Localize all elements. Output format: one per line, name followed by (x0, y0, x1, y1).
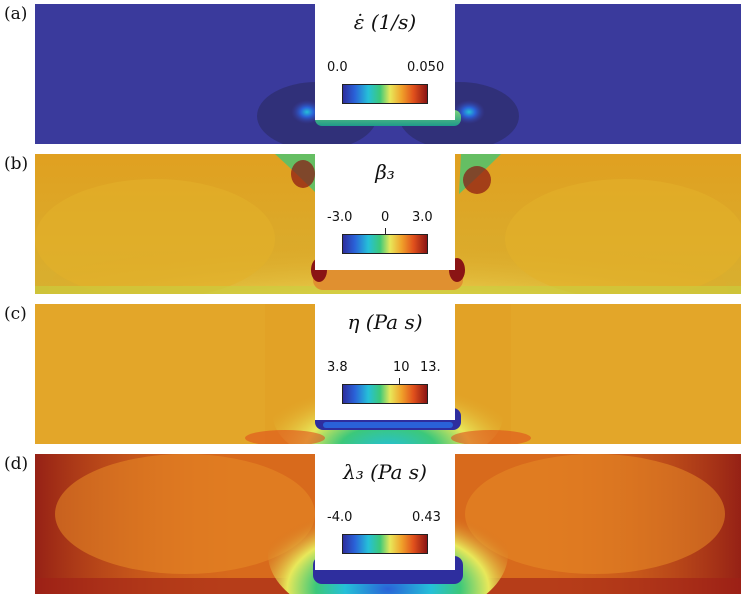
panel-label-b: (b) (4, 154, 29, 174)
panel-label-d: (d) (4, 454, 29, 474)
legend-title-strain-rate: ε̇ (1/s) (353, 10, 417, 34)
panel-label-c: (c) (4, 304, 27, 324)
tick-min-beta3: -3.0 (327, 210, 353, 225)
legend-strain-rate: ε̇ (1/s) 0.0 0.050 (315, 4, 455, 120)
tick-max-lambda3: 0.43 (412, 510, 441, 525)
tick-mid-viscosity: 10 (393, 360, 410, 375)
colorbar-strain-rate (342, 84, 428, 104)
tick-mid-beta3: 0 (381, 210, 390, 225)
tick-min-strain-rate: 0.0 (327, 60, 348, 75)
tick-max-strain-rate: 0.050 (407, 60, 445, 75)
colorbar-viscosity (342, 384, 428, 404)
legend-title-viscosity: η (Pa s) (347, 310, 423, 334)
tickmark-mid-beta3 (385, 228, 386, 234)
colorbar-lambda3 (342, 534, 428, 554)
tick-max-viscosity: 13. (420, 360, 441, 375)
tickmark-mid-viscosity (399, 378, 400, 384)
legend-beta3: β₃ -3.0 0 3.0 (315, 154, 455, 270)
legend-title-beta3: β₃ (375, 160, 395, 184)
tick-max-beta3: 3.0 (412, 210, 433, 225)
panel-label-a: (a) (4, 4, 28, 24)
tick-min-viscosity: 3.8 (327, 360, 348, 375)
tick-min-lambda3: -4.0 (327, 510, 353, 525)
colorbar-beta3 (342, 234, 428, 254)
legend-lambda3: λ₃ (Pa s) -4.0 0.43 (315, 454, 455, 570)
legend-viscosity: η (Pa s) 3.8 10 13. (315, 304, 455, 420)
legend-title-lambda3: λ₃ (Pa s) (343, 460, 427, 484)
